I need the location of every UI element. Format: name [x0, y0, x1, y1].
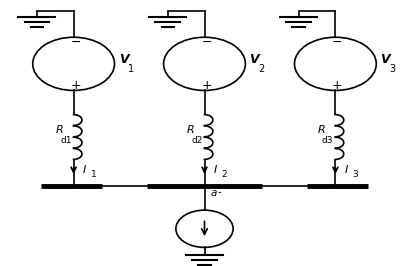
Text: R: R — [317, 125, 325, 135]
Text: −: − — [201, 36, 212, 49]
Text: d1: d1 — [60, 136, 72, 146]
Text: I: I — [213, 165, 217, 174]
Text: +: + — [70, 79, 81, 92]
Text: R: R — [187, 125, 194, 135]
Text: I: I — [344, 165, 348, 174]
Text: +: + — [201, 79, 212, 92]
Text: R: R — [56, 125, 63, 135]
Text: 3: 3 — [389, 64, 396, 74]
Text: V: V — [380, 53, 390, 66]
Text: 3: 3 — [353, 171, 358, 179]
Text: 2: 2 — [258, 64, 265, 74]
Text: -: - — [218, 188, 222, 198]
Text: −: − — [332, 36, 343, 49]
Text: d3: d3 — [322, 136, 333, 146]
Text: −: − — [70, 36, 81, 49]
Text: V: V — [249, 53, 259, 66]
Text: d2: d2 — [191, 136, 202, 146]
Text: 1: 1 — [91, 171, 97, 179]
Text: 1: 1 — [128, 64, 134, 74]
Text: V: V — [119, 53, 128, 66]
Text: +: + — [332, 79, 343, 92]
Text: I: I — [83, 165, 86, 174]
Text: a: a — [211, 188, 217, 198]
Text: 2: 2 — [222, 171, 227, 179]
